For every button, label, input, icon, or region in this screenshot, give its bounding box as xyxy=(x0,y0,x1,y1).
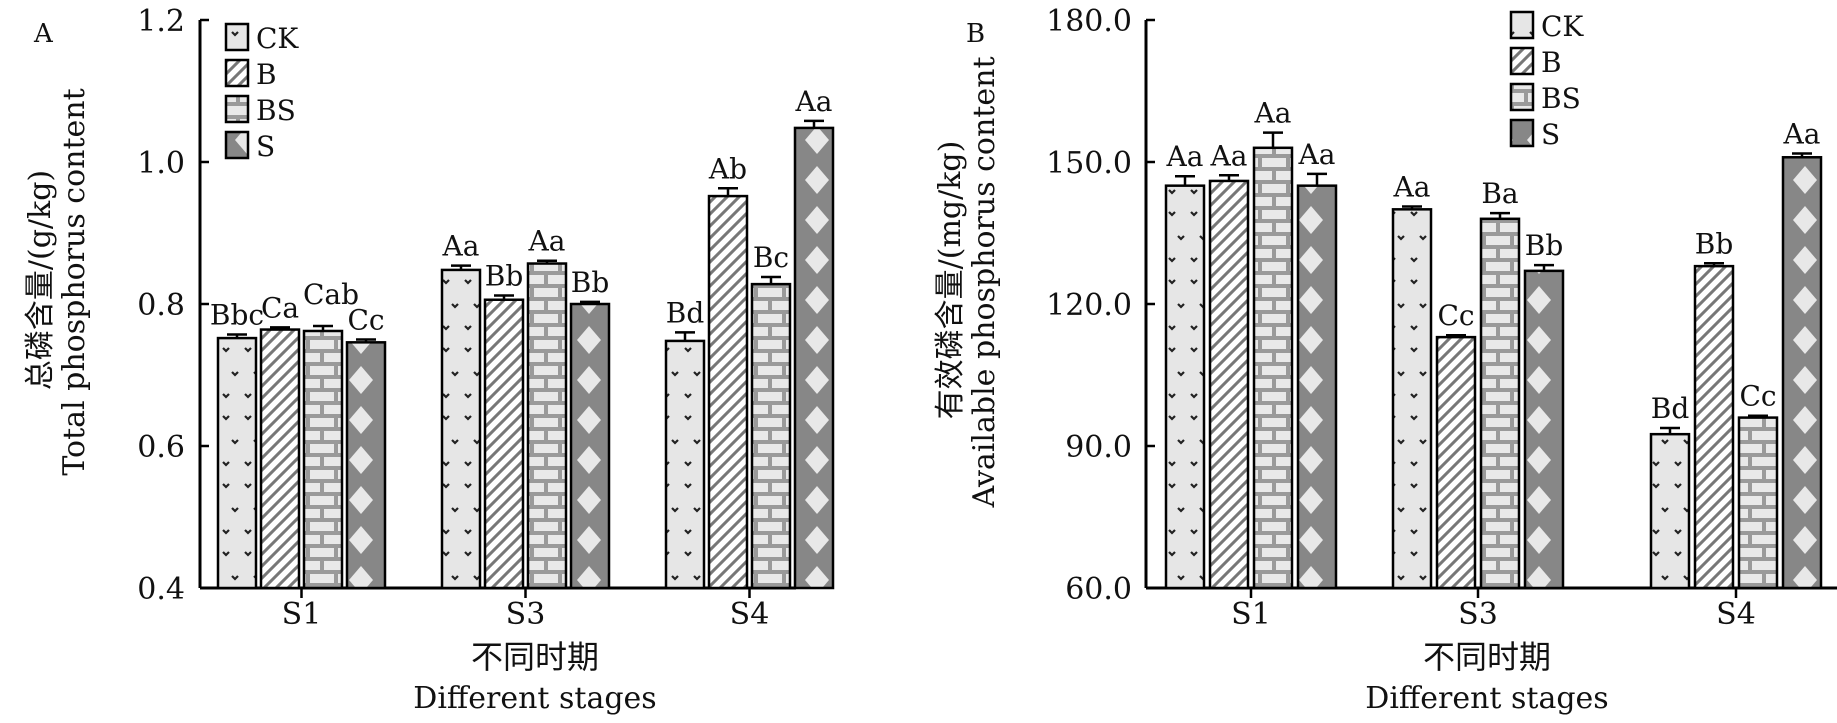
bar-ck-s1 xyxy=(1164,184,1206,590)
bar-bs-s1 xyxy=(302,329,344,590)
bar-s-s3 xyxy=(1523,269,1565,590)
bar-b-s1 xyxy=(259,328,301,590)
legend-swatch-ck xyxy=(1509,10,1535,40)
bar-bs-s3 xyxy=(1479,217,1521,590)
legend-label-b: B xyxy=(1541,46,1562,79)
x-category-label: S1 xyxy=(282,597,322,632)
y-tick-label: 1.0 xyxy=(137,146,185,181)
significance-label: Ba xyxy=(1481,177,1518,210)
bar-bs-s4 xyxy=(750,282,792,590)
y-tick-label: 1.2 xyxy=(137,4,185,39)
bar-b-s4 xyxy=(707,194,749,590)
legend-label-bs: BS xyxy=(1541,82,1581,115)
bar-b-s1 xyxy=(1208,179,1250,590)
significance-label: Aa xyxy=(1166,140,1204,173)
bar-b-s3 xyxy=(483,298,525,590)
y-tick-label: 120.0 xyxy=(1046,288,1132,323)
legend-swatch-b xyxy=(224,58,250,88)
x-category-label: S3 xyxy=(506,597,546,632)
bar-ck-s3 xyxy=(440,268,482,590)
bar-bs-s4 xyxy=(1737,416,1779,590)
y-tick-label: 150.0 xyxy=(1046,146,1132,181)
significance-label: Aa xyxy=(1254,97,1292,130)
legend-swatch-s xyxy=(224,130,250,160)
legend-swatch-ck xyxy=(224,22,250,52)
significance-label: Aa xyxy=(528,225,566,258)
significance-label: Bbc xyxy=(210,299,264,332)
panel-a-xlabel-en: Different stages xyxy=(413,681,656,716)
bar-ck-s4 xyxy=(664,339,706,590)
legend-label-b: B xyxy=(256,58,277,91)
bar-s-s1 xyxy=(1296,184,1338,590)
significance-label: Aa xyxy=(442,230,480,263)
significance-label: Bb xyxy=(1525,229,1564,262)
significance-label: Bd xyxy=(1651,392,1690,425)
significance-label: Aa xyxy=(1783,117,1821,150)
significance-label: Cc xyxy=(1437,299,1474,332)
panel-a-ylabel-en: Total phosphorus content xyxy=(57,88,92,475)
legend-swatch-bs xyxy=(1509,82,1535,112)
significance-label: Ab xyxy=(708,152,747,185)
legend-label-s: S xyxy=(256,130,275,163)
legend-swatch-s xyxy=(1509,118,1535,148)
significance-label: Aa xyxy=(1210,139,1248,172)
legend-label-s: S xyxy=(1541,118,1560,151)
significance-label: Bd xyxy=(666,296,705,329)
y-tick-label: 0.8 xyxy=(137,288,185,323)
panel-b-ylabel-en: Available phosphorus content xyxy=(967,57,1002,509)
panel-b-ylabel-cn: 有效磷含量/(mg/kg) xyxy=(933,141,968,420)
legend-swatch-bs xyxy=(224,94,250,124)
significance-label: Aa xyxy=(795,85,833,118)
bar-bs-s3 xyxy=(526,262,568,590)
significance-label: Aa xyxy=(1393,170,1431,203)
significance-label: Bb xyxy=(485,259,524,292)
significance-label: Cab xyxy=(303,278,359,311)
bar-b-s4 xyxy=(1693,264,1735,590)
y-tick-label: 0.6 xyxy=(137,430,185,465)
bar-bs-s1 xyxy=(1252,146,1294,590)
significance-label: Ca xyxy=(261,291,299,324)
bar-s-s1 xyxy=(345,341,387,590)
bar-b-s3 xyxy=(1435,335,1477,590)
significance-label: Aa xyxy=(1298,138,1336,171)
significance-label: Bb xyxy=(571,266,610,299)
legend-label-ck: CK xyxy=(256,22,299,55)
significance-label: Cc xyxy=(1739,380,1776,413)
bar-ck-s1 xyxy=(216,336,258,590)
x-category-label: S3 xyxy=(1458,597,1498,632)
legend-label-bs: BS xyxy=(256,94,296,127)
y-tick-label: 60.0 xyxy=(1065,572,1132,607)
panel-b-label: B xyxy=(966,19,985,49)
bar-ck-s3 xyxy=(1391,208,1433,590)
bar-s-s4 xyxy=(1781,156,1823,590)
y-tick-label: 90.0 xyxy=(1065,430,1132,465)
x-category-label: S1 xyxy=(1231,597,1271,632)
panel-b-xlabel-en: Different stages xyxy=(1365,681,1608,716)
bar-s-s4 xyxy=(793,126,835,590)
y-tick-label: 0.4 xyxy=(137,572,185,607)
bar-s-s3 xyxy=(569,302,611,590)
panel-a-ylabel-cn: 总磷含量/(g/kg) xyxy=(23,170,58,390)
legend-label-ck: CK xyxy=(1541,10,1584,43)
significance-label: Bc xyxy=(753,241,789,274)
significance-label: Bb xyxy=(1695,227,1734,260)
y-tick-label: 180.0 xyxy=(1046,4,1132,39)
bar-ck-s4 xyxy=(1649,432,1691,590)
x-category-label: S4 xyxy=(730,597,770,632)
panel-a-xlabel-cn: 不同时期 xyxy=(471,638,599,676)
panel-a-label: A xyxy=(33,19,54,49)
legend-swatch-b xyxy=(1509,46,1535,76)
panel-b-xlabel-cn: 不同时期 xyxy=(1423,638,1551,676)
significance-label: Cc xyxy=(347,304,384,337)
x-category-label: S4 xyxy=(1716,597,1756,632)
